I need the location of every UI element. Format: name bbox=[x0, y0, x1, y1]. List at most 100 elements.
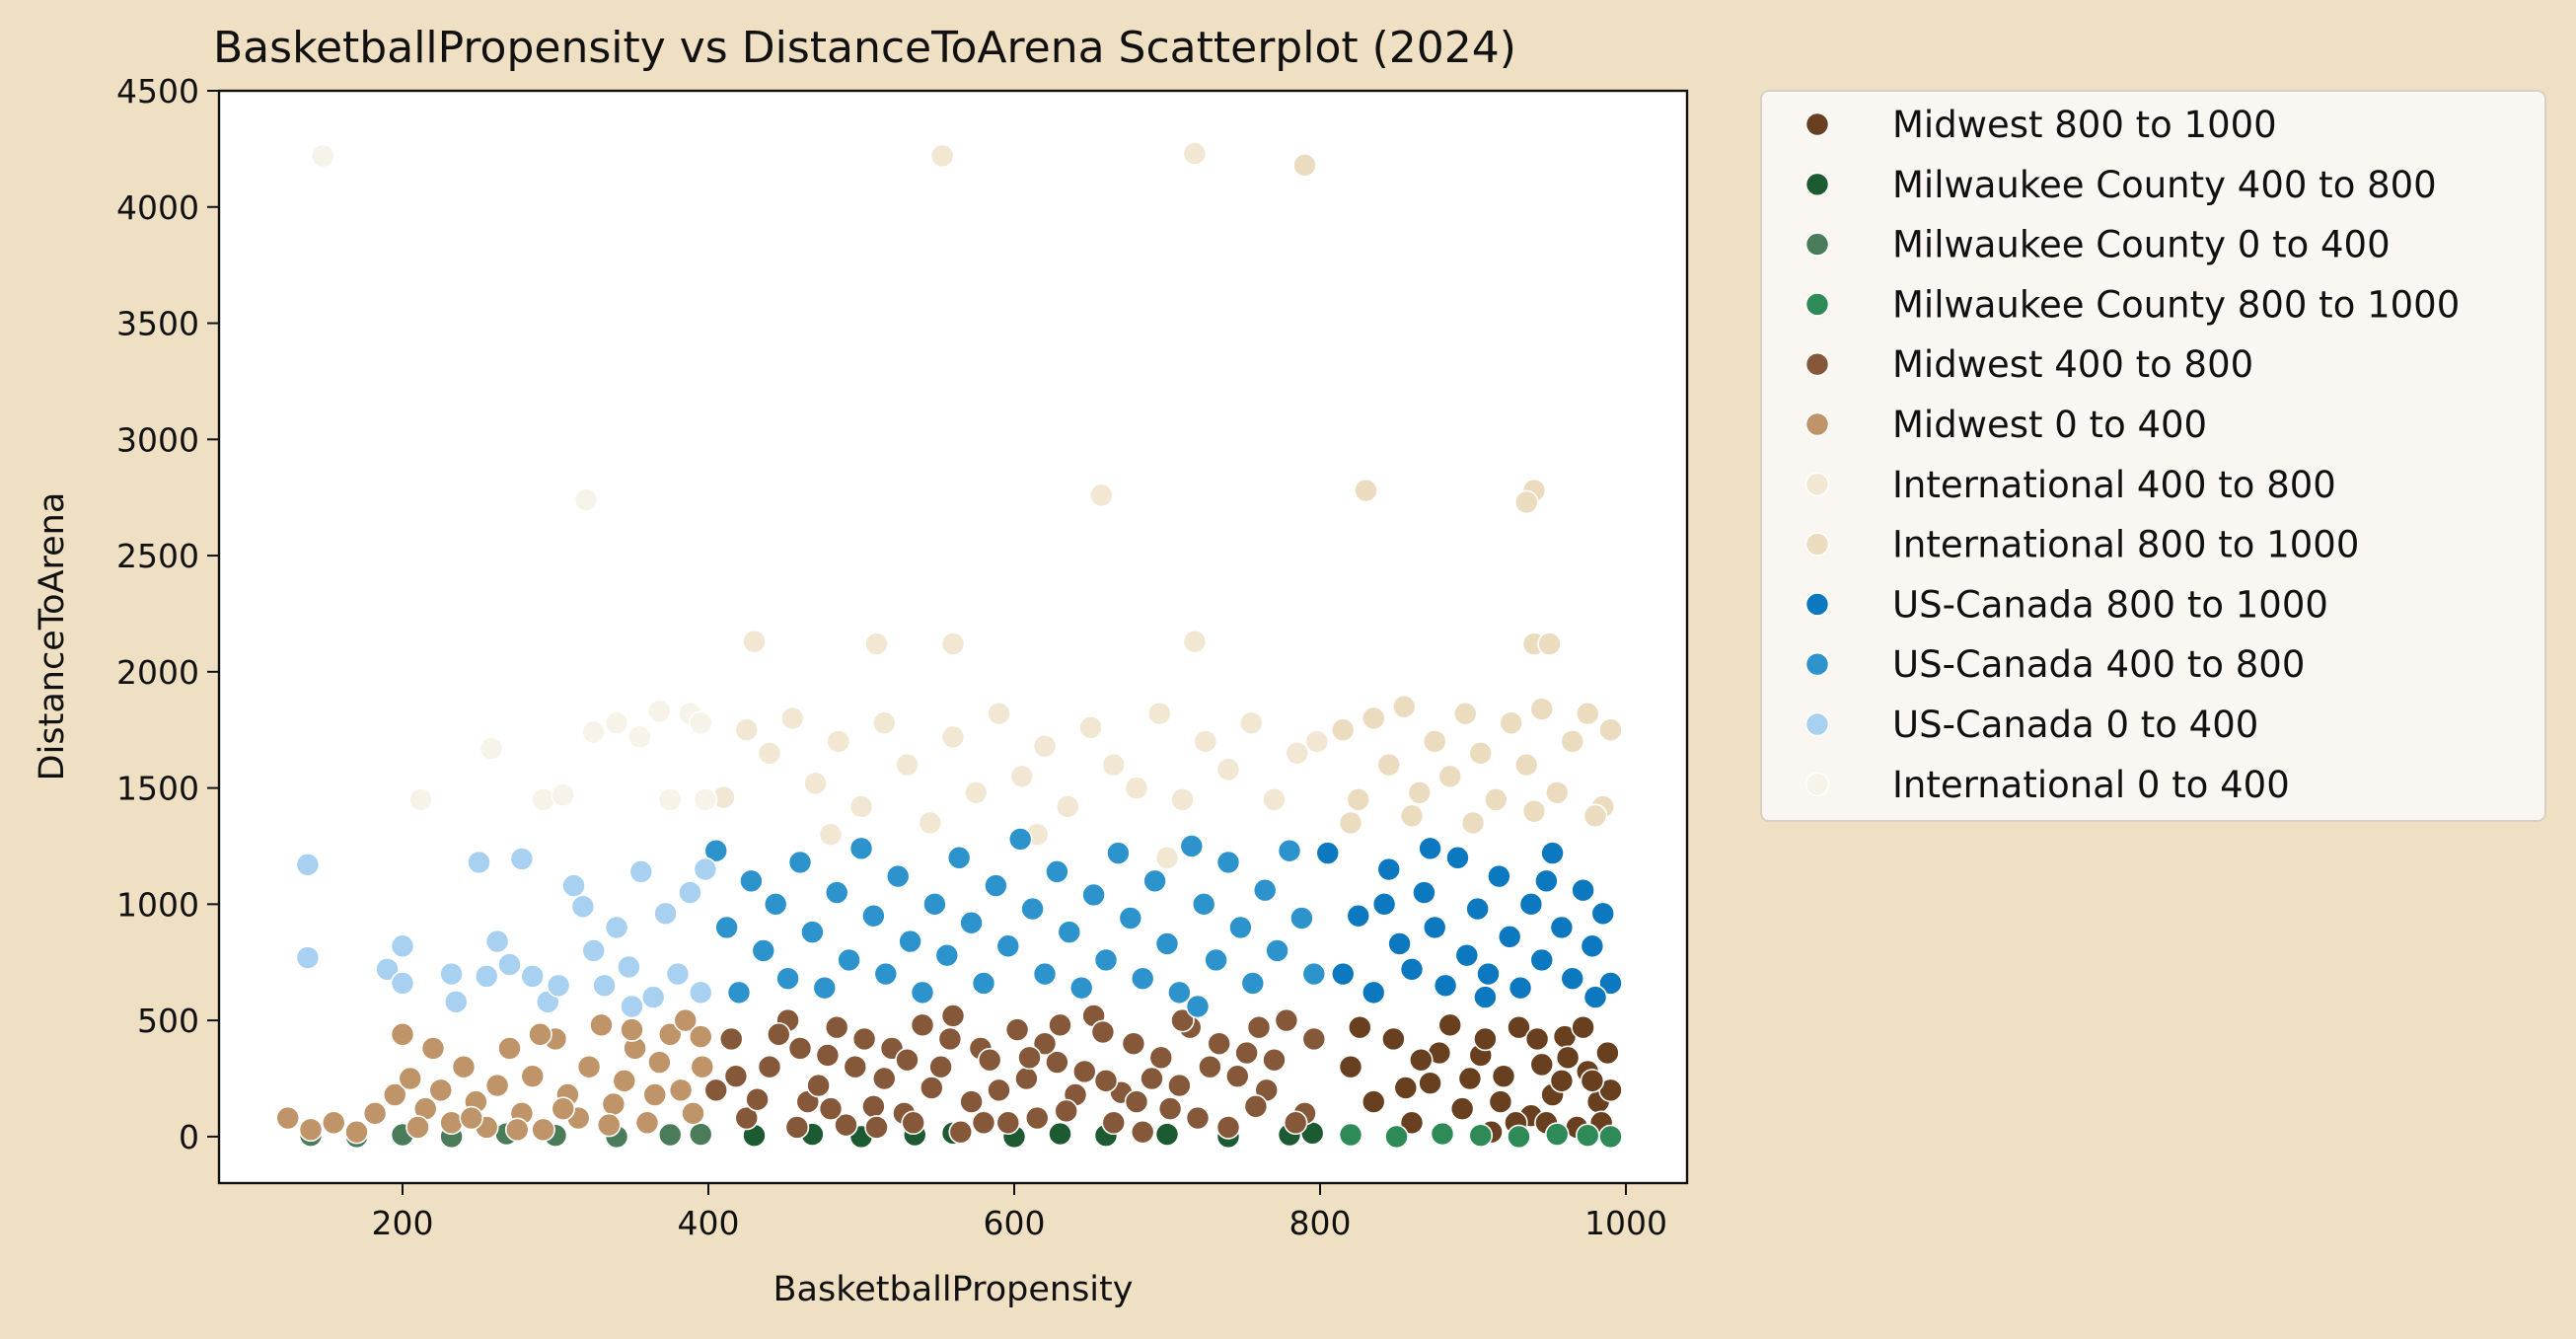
data-point bbox=[1468, 740, 1494, 766]
data-point bbox=[1179, 834, 1205, 858]
data-point bbox=[734, 717, 760, 743]
data-point bbox=[787, 850, 813, 875]
data-point bbox=[1437, 1012, 1463, 1038]
data-point bbox=[604, 710, 629, 735]
data-point bbox=[1106, 841, 1131, 865]
data-point bbox=[800, 920, 825, 944]
data-point bbox=[1148, 1045, 1174, 1071]
data-point bbox=[1393, 1076, 1419, 1100]
data-point bbox=[375, 957, 400, 982]
data-point bbox=[362, 1101, 388, 1126]
data-point bbox=[1361, 1089, 1386, 1114]
data-point bbox=[963, 781, 989, 805]
series-group bbox=[295, 847, 718, 1019]
data-point bbox=[497, 1036, 522, 1061]
data-point bbox=[1452, 701, 1478, 726]
data-point bbox=[1418, 836, 1442, 861]
data-point bbox=[1215, 1115, 1241, 1140]
data-point bbox=[451, 1054, 477, 1079]
data-point bbox=[1304, 729, 1330, 754]
data-point bbox=[1101, 752, 1127, 778]
data-point bbox=[995, 1110, 1021, 1136]
data-point bbox=[1277, 838, 1302, 863]
data-point bbox=[467, 850, 491, 875]
data-point bbox=[1146, 701, 1172, 726]
data-point bbox=[1301, 1026, 1327, 1052]
data-point bbox=[864, 1115, 889, 1140]
x-axis-ticks: 200 400 600 800 1000 bbox=[372, 1183, 1667, 1242]
data-point bbox=[1507, 1124, 1531, 1150]
data-point bbox=[1157, 1096, 1183, 1121]
legend-label: International 400 to 800 bbox=[1892, 464, 2336, 506]
data-point bbox=[693, 787, 718, 812]
data-point bbox=[573, 487, 599, 512]
legend-label: US-Canada 0 to 400 bbox=[1892, 704, 2258, 746]
data-point bbox=[275, 1105, 301, 1131]
data-point bbox=[1580, 1069, 1605, 1093]
data-point bbox=[298, 1117, 324, 1143]
data-point bbox=[581, 719, 607, 745]
legend-label: Milwaukee County 400 to 800 bbox=[1892, 164, 2437, 206]
data-point bbox=[1381, 1026, 1406, 1052]
series-group bbox=[711, 141, 1330, 870]
data-point bbox=[531, 787, 555, 812]
data-point bbox=[1292, 153, 1317, 178]
y-tick-label: 2500 bbox=[116, 537, 199, 575]
data-point bbox=[851, 1026, 877, 1052]
legend-marker bbox=[1804, 772, 1830, 797]
data-point bbox=[959, 1089, 984, 1114]
data-point bbox=[1361, 980, 1386, 1005]
data-point bbox=[576, 1054, 602, 1079]
series-group bbox=[1338, 1012, 1623, 1145]
data-point bbox=[612, 1069, 637, 1093]
data-point bbox=[815, 1043, 841, 1068]
data-point bbox=[1154, 845, 1180, 870]
legend-marker bbox=[1804, 592, 1830, 617]
data-point bbox=[806, 1073, 831, 1098]
data-point bbox=[1430, 1121, 1455, 1147]
data-point bbox=[459, 1105, 484, 1131]
data-point bbox=[1078, 715, 1103, 740]
data-point bbox=[1488, 1089, 1513, 1114]
data-point bbox=[779, 706, 805, 731]
data-point bbox=[1170, 787, 1195, 812]
data-point bbox=[1534, 868, 1559, 894]
data-point bbox=[408, 787, 433, 812]
legend-marker bbox=[1804, 292, 1830, 317]
legend-marker bbox=[1804, 711, 1830, 737]
data-point bbox=[1580, 933, 1605, 959]
data-point bbox=[1130, 1119, 1155, 1145]
legend-label: Midwest 0 to 400 bbox=[1892, 404, 2207, 446]
legend-marker bbox=[1804, 112, 1830, 137]
data-point bbox=[592, 973, 617, 999]
data-point bbox=[775, 966, 800, 992]
data-point bbox=[824, 1014, 849, 1040]
data-point bbox=[1004, 1017, 1030, 1042]
data-point bbox=[1399, 957, 1425, 982]
series-group bbox=[275, 1007, 715, 1145]
data-point bbox=[1093, 1069, 1119, 1093]
data-point bbox=[1518, 892, 1544, 917]
data-point bbox=[520, 1064, 546, 1088]
data-point bbox=[1338, 1054, 1363, 1079]
data-point bbox=[1460, 810, 1486, 836]
data-point bbox=[509, 847, 535, 871]
data-point bbox=[693, 856, 718, 882]
data-point bbox=[1007, 827, 1033, 852]
data-point bbox=[1142, 868, 1167, 894]
data-point bbox=[959, 910, 984, 935]
plot-frame bbox=[217, 89, 1689, 1185]
data-point bbox=[885, 863, 911, 889]
data-point bbox=[1598, 717, 1623, 743]
data-point bbox=[1265, 938, 1289, 963]
data-point bbox=[1124, 776, 1149, 800]
y-tick-label: 4500 bbox=[116, 72, 199, 111]
data-point bbox=[1598, 971, 1623, 996]
data-point bbox=[1575, 701, 1600, 726]
data-point bbox=[531, 1117, 555, 1143]
data-points bbox=[275, 141, 1623, 1150]
data-point bbox=[871, 710, 897, 735]
data-point bbox=[1240, 971, 1266, 996]
data-point bbox=[918, 810, 943, 836]
data-point bbox=[344, 1119, 369, 1145]
